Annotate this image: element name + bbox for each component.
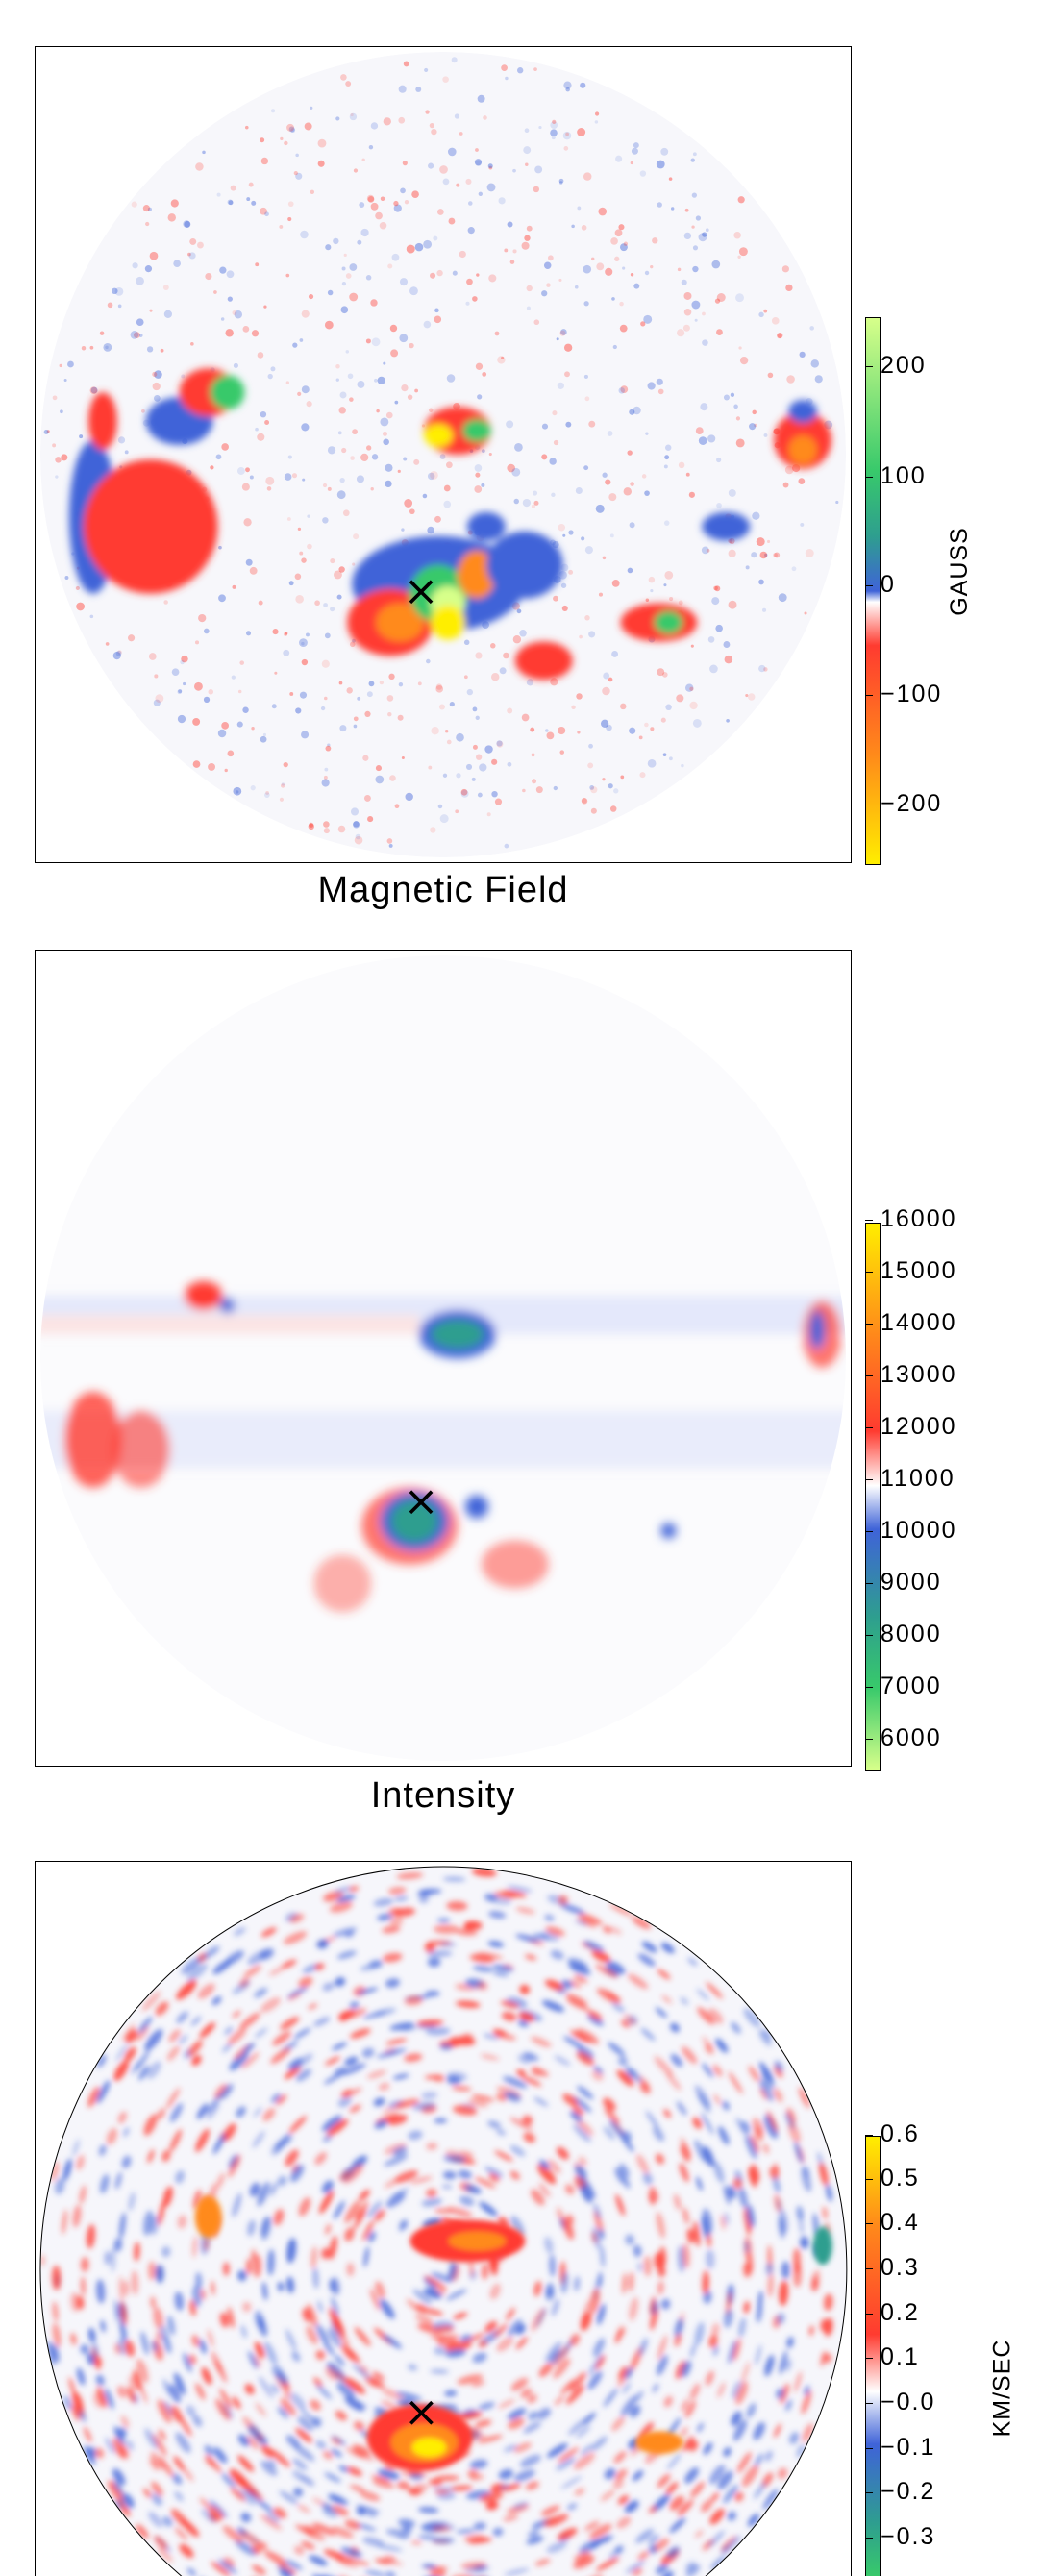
magnetic-field-panel: × xyxy=(35,46,852,863)
colorbar-tick: 9000 xyxy=(865,1569,942,1596)
colorbar-tick: 0.2 xyxy=(865,2299,920,2326)
colorbar-tick: −100 xyxy=(864,681,943,707)
colorbar-tick: 12000 xyxy=(865,1413,957,1440)
colorbar-tick: 16000 xyxy=(865,1205,957,1232)
magnetic-field-unit: GAUSS xyxy=(945,527,973,616)
velocity-marker: × xyxy=(404,2388,439,2437)
colorbar-tick: 13000 xyxy=(865,1361,957,1388)
colorbar-tick: −0.0 xyxy=(864,2389,936,2415)
magnetic-field-caption: Magnetic Field xyxy=(317,870,569,910)
velocity-colorbar xyxy=(865,2136,881,2576)
velocity-disk: × xyxy=(39,1866,848,2576)
intensity-colorbar xyxy=(865,1223,881,1771)
intensity-marker: × xyxy=(404,1477,439,1526)
colorbar-tick: 0.4 xyxy=(865,2209,920,2236)
colorbar-tick: 10000 xyxy=(865,1517,957,1544)
velocity-panel: × xyxy=(35,1861,852,2576)
colorbar-tick: −0.2 xyxy=(864,2478,936,2505)
colorbar-tick: −0.1 xyxy=(864,2434,936,2461)
colorbar-tick: 0.6 xyxy=(865,2120,920,2147)
colorbar-tick: 11000 xyxy=(865,1465,955,1492)
colorbar-tick: 6000 xyxy=(865,1724,942,1751)
colorbar-tick: 200 xyxy=(865,352,927,379)
colorbar-tick: 14000 xyxy=(865,1309,957,1336)
intensity-disk: × xyxy=(39,954,847,1762)
magnetic-field-marker: × xyxy=(404,567,439,616)
colorbar-tick: 0 xyxy=(865,571,896,598)
colorbar-tick: 7000 xyxy=(865,1672,942,1699)
velocity-unit: KM/SEC xyxy=(988,2339,1016,2438)
magnetic-field-colorbar xyxy=(865,317,881,865)
colorbar-tick: −200 xyxy=(864,790,943,817)
colorbar-tick: 0.5 xyxy=(865,2165,920,2192)
colorbar-tick: 0.3 xyxy=(865,2254,920,2281)
colorbar-tick: 15000 xyxy=(865,1257,957,1284)
intensity-caption: Intensity xyxy=(370,1775,516,1816)
colorbar-tick: 100 xyxy=(865,462,927,489)
colorbar-tick: −0.3 xyxy=(864,2523,936,2550)
colorbar-tick: 8000 xyxy=(865,1621,942,1647)
magnetic-field-disk: × xyxy=(39,51,847,858)
colorbar-tick: 0.1 xyxy=(865,2343,920,2370)
intensity-panel: × xyxy=(35,950,852,1767)
